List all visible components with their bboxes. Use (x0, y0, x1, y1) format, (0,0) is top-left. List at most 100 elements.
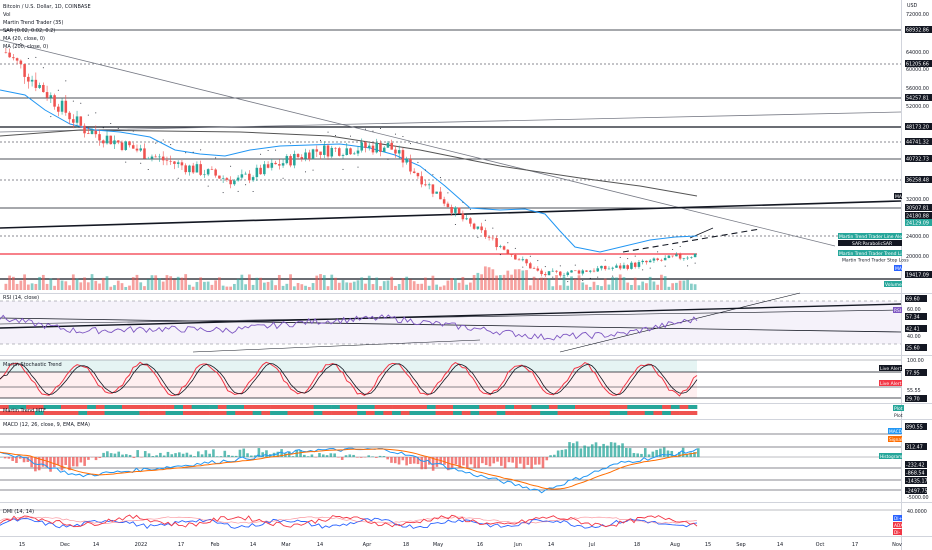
sar-dot (80, 102, 82, 104)
macd-histogram-bar (655, 449, 658, 457)
volume-bar (352, 281, 356, 290)
volume-bar (322, 275, 326, 290)
mtf-lower-segment (400, 411, 410, 415)
mtf-lower-segment (0, 411, 10, 415)
macd-histogram-bar (575, 441, 579, 457)
sar-dot (424, 169, 426, 171)
candle-body (678, 254, 682, 259)
sar-dot (35, 56, 37, 58)
macd-histogram-bar (147, 453, 151, 457)
volume-bar (26, 284, 30, 290)
macd-histogram-bar (49, 457, 52, 472)
macd-histogram-bar (113, 453, 117, 457)
rsi-label: 60.00 (907, 307, 921, 313)
macd-histogram-bar (136, 450, 139, 457)
mtf-lower-segment (496, 411, 506, 415)
macd-histogram-bar (693, 452, 696, 457)
volume-bar (566, 285, 570, 290)
macd-histogram-bar (151, 456, 155, 457)
mtf-upper-segment (548, 405, 558, 409)
sar-dot (5, 30, 7, 32)
level-label: 68932.86 (906, 28, 929, 34)
volume-bar (641, 281, 645, 290)
volume-bar (446, 280, 450, 290)
mtf-upper-segment (592, 405, 602, 409)
candle-body (101, 140, 105, 144)
mtf-lower-segment (235, 411, 245, 415)
mtf-lower-segment (383, 411, 393, 415)
candle-body (536, 268, 540, 271)
volume-bar (622, 277, 626, 290)
volume-bar (618, 274, 622, 290)
volume-bar (468, 282, 472, 290)
candle-body (547, 271, 551, 276)
volume-bar (675, 282, 678, 290)
volume-bar (611, 277, 615, 290)
sar-dot (657, 251, 659, 253)
candle-body (64, 100, 68, 113)
live-alert-tag: Live Alert (880, 381, 902, 387)
candle-body (592, 270, 596, 272)
sar-dot (305, 171, 307, 173)
candle-body (150, 156, 154, 159)
volume-bar (15, 283, 19, 290)
mtf-upper-segment (479, 405, 489, 409)
volume-bar (218, 277, 221, 290)
candle-body (529, 263, 532, 269)
volume-bar (663, 276, 667, 290)
volume-bar (83, 277, 86, 290)
stoch-label: 77.95 (906, 371, 920, 377)
level-label: 54257.81 (906, 96, 929, 102)
rsi-label: 69.60 (906, 297, 920, 303)
adx-tag: ADX (894, 523, 903, 529)
macd-histogram-bar (621, 443, 624, 457)
sar-dot (582, 280, 584, 282)
mtf-upper-segment (627, 405, 637, 409)
macd-histogram-bar (18, 457, 22, 459)
volume-bar (394, 285, 397, 290)
mtf-upper-segment (287, 405, 297, 409)
volume-bar (319, 274, 322, 290)
macd-histogram-bar (299, 450, 302, 457)
mtf-upper-segment (200, 405, 210, 409)
candle-body (345, 148, 349, 156)
candle-body (90, 130, 94, 134)
volume-bar (382, 281, 386, 290)
candle-body (128, 141, 131, 146)
stoch-label: 100.00 (907, 358, 924, 364)
macd-histogram-bar (26, 457, 30, 462)
candle-body (158, 156, 161, 158)
volume-bar (502, 274, 506, 290)
macd-histogram-bar (568, 442, 571, 457)
time-axis: 15 Dec 14 2022 17 Feb 14 Mar 14 Apr 18 May 16 Jun 14 Ju… (19, 542, 902, 548)
candle-body (652, 258, 656, 261)
macd-histogram-bar (83, 457, 86, 466)
candle-body (427, 184, 431, 186)
candle-body (379, 142, 382, 152)
mtf-upper-segment (182, 405, 192, 409)
macd-histogram-bar (518, 457, 522, 464)
volume-bar (64, 281, 68, 290)
macd-histogram-bar (219, 456, 223, 457)
trend-trader-trend-line-tag: Martin Trend Trader Trend Line (839, 251, 907, 257)
mtf-upper-segment (270, 405, 280, 409)
dmi-plus-line (0, 517, 698, 529)
volume-bar (154, 275, 158, 290)
candle-body (690, 257, 693, 258)
macd-histogram-bar (340, 457, 344, 460)
volume-bar (491, 269, 495, 290)
macd-histogram-bar (405, 457, 408, 466)
mtf-lower-segment (435, 411, 445, 415)
sar-dot (372, 130, 374, 132)
mtf-upper-segment (87, 405, 97, 409)
volume-bar (528, 285, 532, 290)
macd-histogram-bar (155, 455, 158, 457)
time-axis-label: May (433, 542, 443, 548)
macd-histogram-bar (200, 454, 204, 457)
macd-histogram-bar (348, 454, 352, 457)
volume-bar (660, 274, 663, 290)
macd-histogram-bar (125, 454, 128, 457)
volume-bar (236, 278, 240, 290)
candle-body (240, 174, 244, 178)
mtf-tags: Plot Plot (893, 405, 904, 419)
